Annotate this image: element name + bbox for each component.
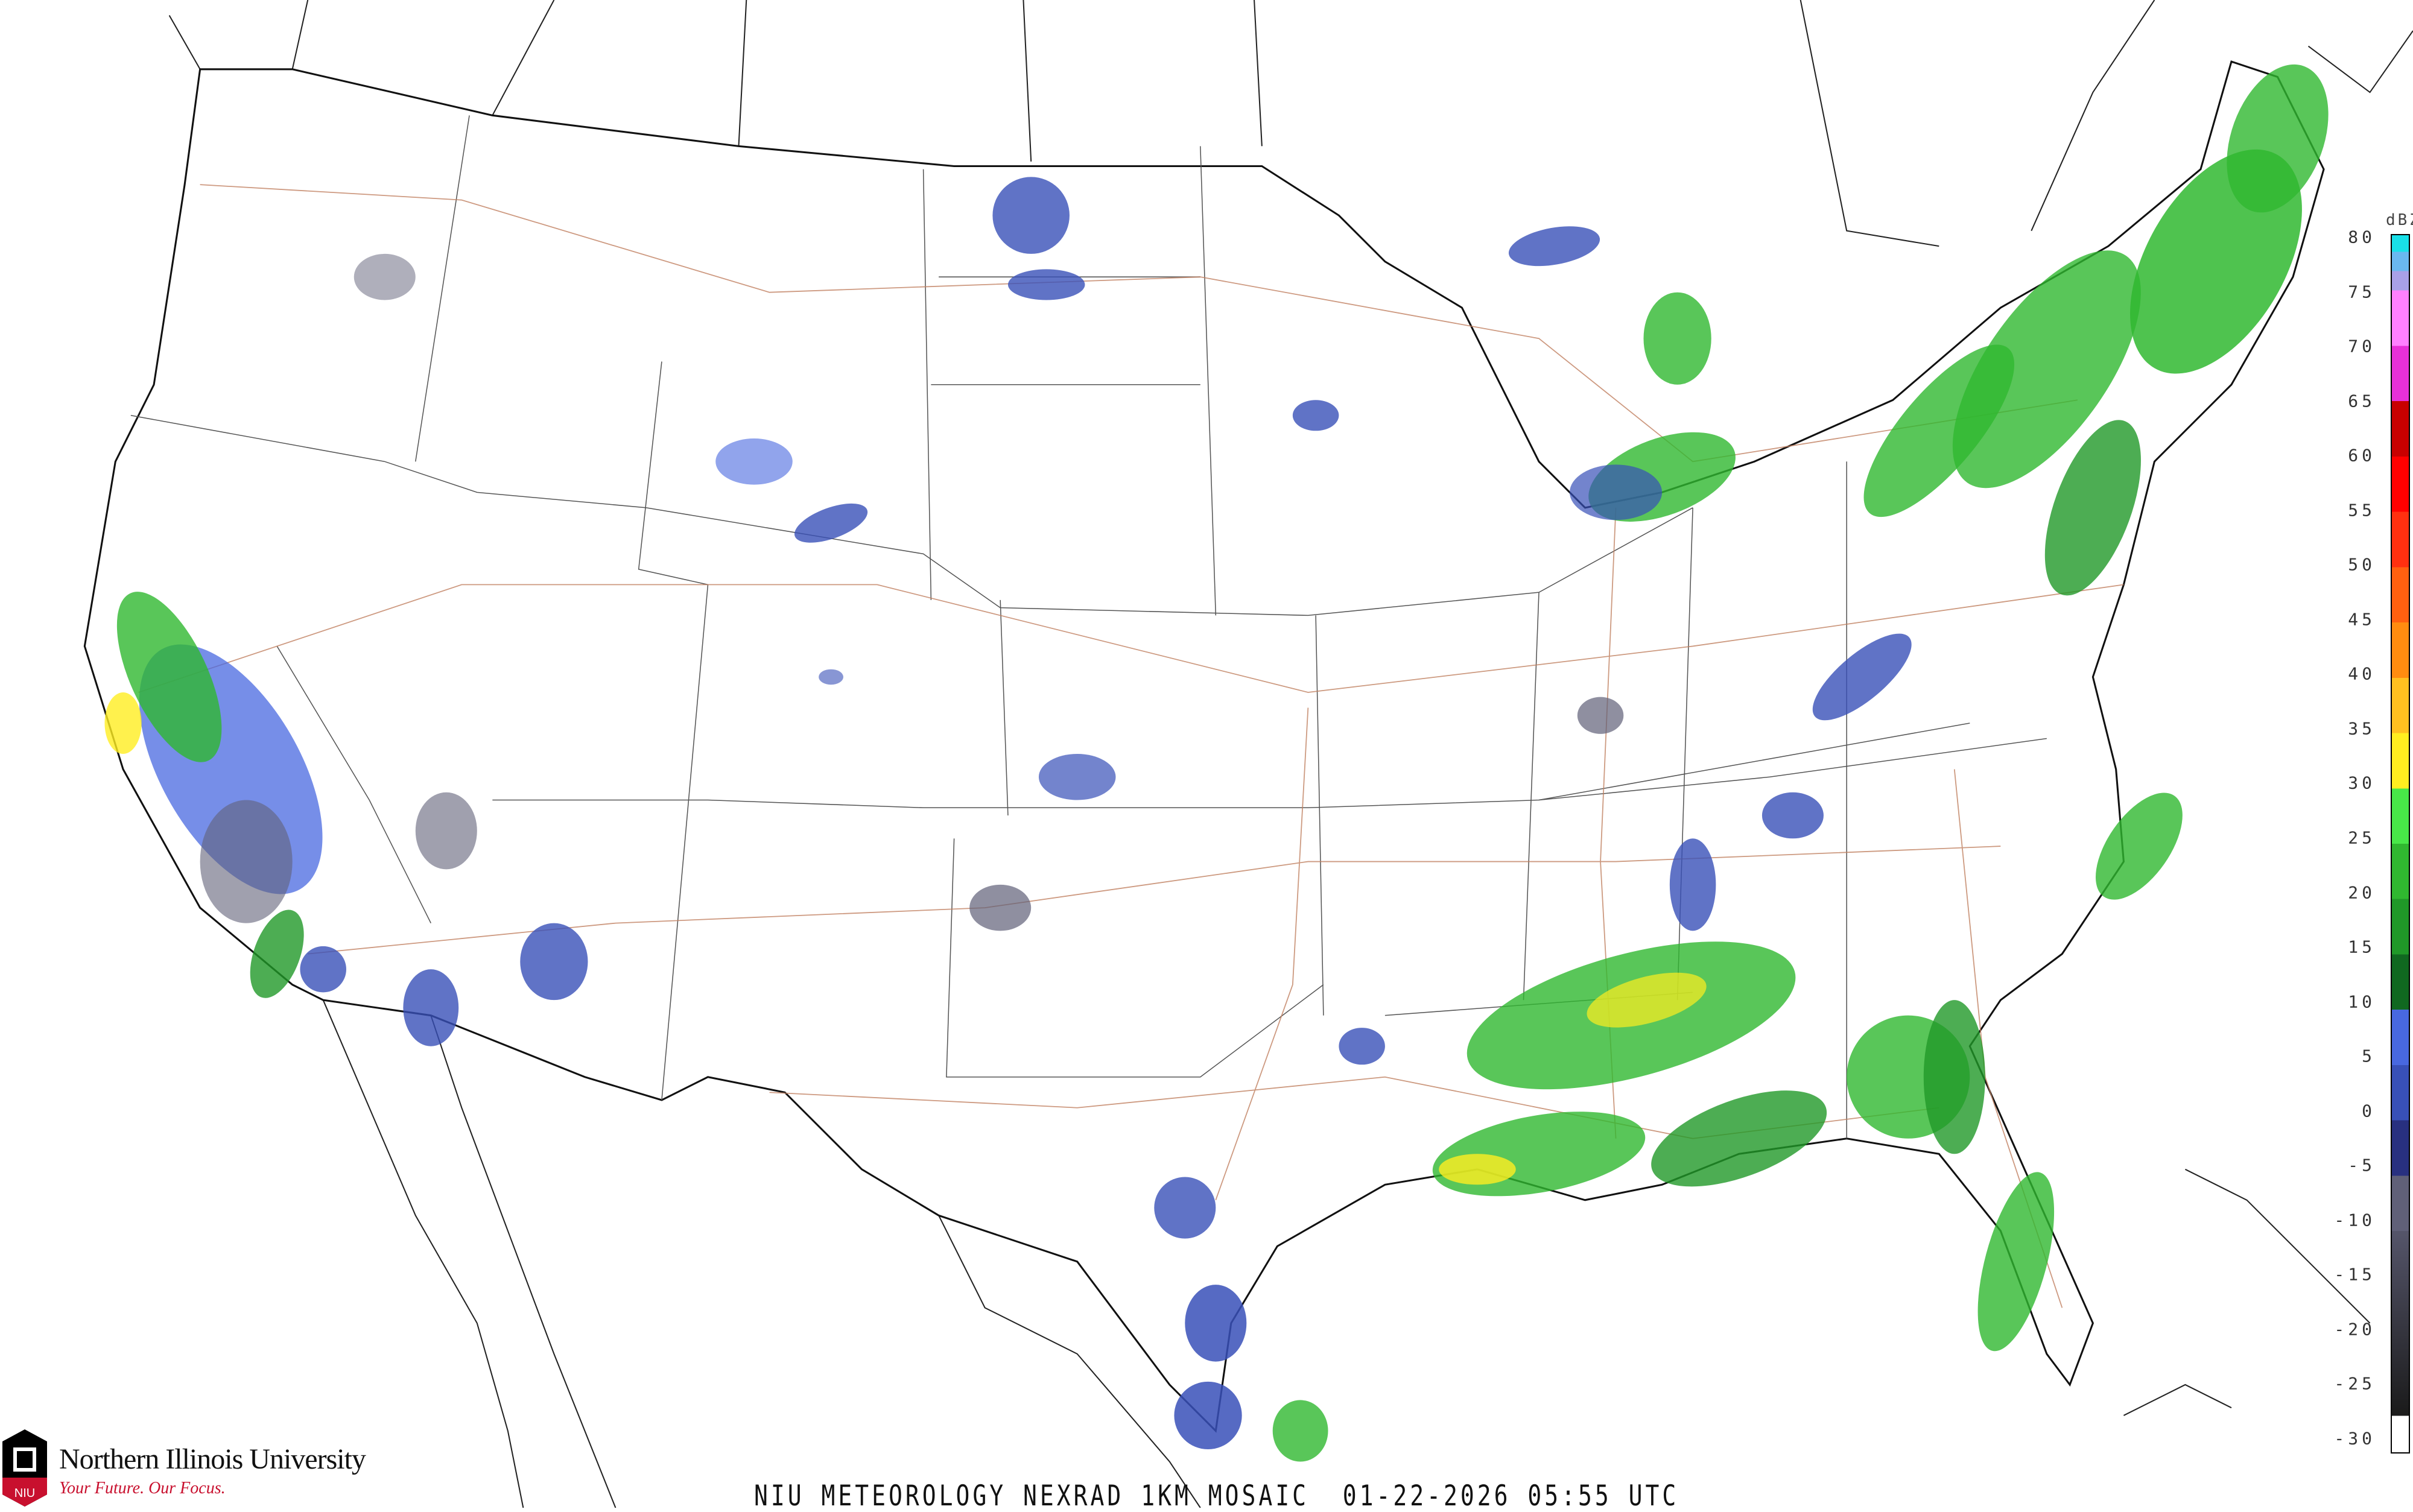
radar-echo — [1863, 344, 2015, 517]
scale-label: 70 — [2348, 336, 2376, 356]
radar-echo — [116, 592, 222, 762]
radar-echo — [1651, 1090, 1827, 1187]
radar-echo — [1923, 1000, 1985, 1154]
scale-label: 5 — [2362, 1046, 2376, 1066]
radar-echo — [1587, 972, 1707, 1028]
legend-unit: dBZ — [2386, 211, 2413, 229]
radar-echo — [354, 253, 416, 300]
scale-label: 0 — [2362, 1101, 2376, 1121]
scale-label: -10 — [2334, 1210, 2376, 1230]
radar-echo — [1977, 1172, 2055, 1352]
radar-echo — [1174, 1381, 1242, 1450]
radar-echo — [104, 692, 142, 754]
radar-echo — [1339, 1028, 1385, 1065]
radar-echo — [1577, 697, 1624, 734]
university-name: Northern Illinois University — [59, 1443, 366, 1475]
neighbor-country-outlines — [168, 0, 2413, 1508]
scale-label: 55 — [2348, 500, 2376, 520]
radar-echo — [403, 969, 459, 1046]
dbz-color-scale — [2391, 234, 2410, 1453]
radar-echo — [819, 669, 843, 685]
radar-echo — [1154, 1177, 1216, 1239]
radar-echo — [300, 946, 346, 993]
scale-label: 75 — [2348, 282, 2376, 302]
mosaic-title: NIU METEOROLOGY NEXRAD 1KM MOSAIC 01-22-… — [754, 1479, 1679, 1512]
radar-echo — [1007, 269, 1085, 300]
radar-echo — [2044, 420, 2141, 596]
radar-echo — [969, 884, 1032, 931]
radar-echo — [794, 503, 868, 543]
radar-echo — [1643, 292, 1711, 385]
radar-echo — [1669, 838, 1716, 931]
radar-echo — [1952, 250, 2141, 489]
radar-echo — [1570, 464, 1663, 520]
radar-echo — [415, 792, 477, 870]
radar-echo — [520, 923, 588, 1001]
radar-echo — [1038, 754, 1116, 800]
radar-echo — [200, 800, 293, 923]
scale-label: 65 — [2348, 391, 2376, 411]
radar-echo — [1272, 1400, 1328, 1462]
niu-shield-icon: NIU — [2, 1429, 47, 1507]
svg-text:NIU: NIU — [14, 1487, 35, 1500]
radar-echo — [1812, 633, 1912, 721]
radar-echoes — [104, 64, 2329, 1462]
scale-label: 20 — [2348, 882, 2376, 903]
scale-label: -15 — [2334, 1264, 2376, 1285]
scale-label: 30 — [2348, 773, 2376, 793]
niu-logo: NIU Northern Illinois University Your Fu… — [0, 1429, 458, 1508]
radar-echo — [2096, 792, 2183, 900]
scale-label: 15 — [2348, 937, 2376, 957]
radar-echo — [250, 909, 304, 998]
radar-echo — [1439, 1154, 1516, 1185]
radar-echo — [992, 177, 1070, 254]
scale-label: -20 — [2334, 1319, 2376, 1340]
radar-echo — [715, 438, 793, 485]
radar-echo — [1292, 400, 1339, 431]
scale-label: 80 — [2348, 227, 2376, 247]
scale-label: 60 — [2348, 445, 2376, 466]
scale-label: 10 — [2348, 992, 2376, 1012]
scale-label: 40 — [2348, 663, 2376, 684]
scale-label: 45 — [2348, 609, 2376, 630]
scale-label: -30 — [2334, 1428, 2376, 1449]
radar-echo — [2227, 64, 2329, 213]
radar-echo — [1185, 1285, 1247, 1362]
scale-label: -5 — [2348, 1155, 2376, 1175]
radar-echo — [1761, 792, 1824, 839]
scale-label: 50 — [2348, 554, 2376, 575]
university-tagline: Your Future. Our Focus. — [59, 1479, 226, 1498]
scale-label: 25 — [2348, 827, 2376, 848]
scale-label: 35 — [2348, 718, 2376, 739]
scale-label: -25 — [2334, 1373, 2376, 1394]
radar-echo — [1508, 226, 1600, 267]
